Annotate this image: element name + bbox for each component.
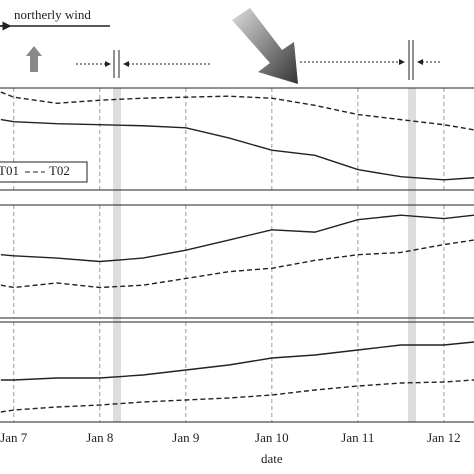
line-series: [0, 214, 474, 263]
line-series: [0, 341, 474, 381]
panel-frame: [0, 321, 474, 423]
x-tick-label: Jan 9: [172, 430, 199, 445]
x-axis-label: date: [261, 451, 283, 466]
legend-label: T01: [0, 163, 19, 178]
panel-frame: [0, 87, 474, 191]
annotation: northerly wind: [14, 7, 91, 22]
legend-label: T02: [49, 163, 70, 178]
shaded-band: [408, 88, 416, 422]
shaded-band: [113, 88, 121, 422]
line-series: [0, 91, 474, 131]
line-series: [0, 239, 474, 289]
line-series: [0, 118, 474, 181]
x-tick-label: Jan 12: [427, 430, 461, 445]
x-tick-label: Jan 10: [255, 430, 289, 445]
panel-frame: [0, 204, 474, 319]
x-tick-label: Jan 8: [86, 430, 113, 445]
annotations: northerly wind: [0, 7, 440, 84]
x-tick-label: Jan 11: [341, 430, 374, 445]
line-series: [0, 379, 474, 413]
x-tick-label: Jan 7: [0, 430, 28, 445]
